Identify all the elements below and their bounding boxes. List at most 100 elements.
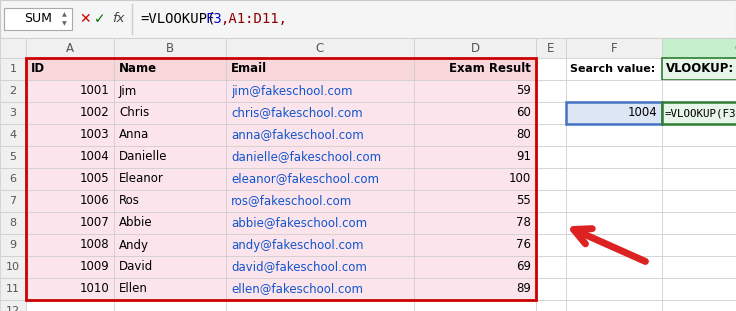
Text: 2: 2 (10, 86, 17, 96)
Bar (566, 124, 662, 146)
Bar (566, 146, 662, 168)
Bar (662, 168, 736, 190)
Bar (536, 124, 566, 146)
Text: A: A (66, 41, 74, 54)
Bar (414, 146, 536, 168)
Text: G: G (734, 41, 736, 54)
Text: Andy: Andy (119, 239, 149, 252)
Text: David: David (119, 261, 153, 273)
Bar (536, 58, 566, 80)
Bar (26, 168, 114, 190)
Text: 1002: 1002 (79, 106, 109, 119)
Bar (26, 278, 114, 300)
Text: Email: Email (231, 63, 267, 76)
Bar (662, 102, 736, 124)
Bar (26, 146, 114, 168)
Text: 5: 5 (10, 152, 16, 162)
Bar (566, 212, 662, 234)
Text: ,A1:D11,: ,A1:D11, (220, 12, 287, 26)
Text: E: E (548, 41, 555, 54)
Text: ▼: ▼ (62, 21, 66, 26)
Bar (226, 146, 414, 168)
Bar (566, 102, 662, 124)
Text: D: D (470, 41, 480, 54)
Text: jim@fakeschool.com: jim@fakeschool.com (231, 85, 353, 98)
Bar (26, 58, 536, 300)
Text: Search value:: Search value: (570, 64, 655, 74)
Bar (0, 256, 26, 278)
Bar (114, 190, 226, 212)
Text: F3: F3 (205, 12, 222, 26)
Bar (4, 8, 72, 30)
Bar (226, 234, 414, 256)
Bar (414, 38, 536, 58)
Text: 80: 80 (516, 128, 531, 142)
Bar (26, 256, 114, 278)
Bar (0, 234, 26, 256)
Bar (536, 300, 566, 311)
Bar (536, 256, 566, 278)
Bar (114, 168, 226, 190)
Bar (226, 58, 414, 80)
Bar (114, 38, 226, 58)
Bar (0, 0, 736, 38)
Text: =VLOOKUP(F3,A1:D11,: =VLOOKUP(F3,A1:D11, (665, 108, 736, 118)
Bar (414, 300, 536, 311)
Bar (226, 256, 414, 278)
Text: 12: 12 (6, 306, 20, 311)
Bar (566, 256, 662, 278)
Text: 78: 78 (516, 216, 531, 230)
Bar (662, 256, 736, 278)
Bar (0, 168, 26, 190)
Bar (566, 168, 662, 190)
Text: Eleanor: Eleanor (119, 173, 164, 185)
Text: 7: 7 (10, 196, 17, 206)
Bar (566, 278, 662, 300)
Bar (0, 146, 26, 168)
Bar (414, 278, 536, 300)
Bar (662, 80, 736, 102)
Bar (662, 234, 736, 256)
Bar (662, 300, 736, 311)
Text: Anna: Anna (119, 128, 149, 142)
Text: ✓: ✓ (94, 12, 106, 26)
Bar (536, 38, 566, 58)
Text: 9: 9 (10, 240, 17, 250)
Bar (114, 102, 226, 124)
Bar (414, 234, 536, 256)
Text: anna@fakeschool.com: anna@fakeschool.com (231, 128, 364, 142)
Text: danielle@fakeschool.com: danielle@fakeschool.com (231, 151, 381, 164)
Bar (536, 212, 566, 234)
Text: 3: 3 (10, 108, 16, 118)
Bar (26, 212, 114, 234)
Text: 4: 4 (10, 130, 17, 140)
Bar (662, 58, 736, 80)
Text: Danielle: Danielle (119, 151, 168, 164)
Text: david@fakeschool.com: david@fakeschool.com (231, 261, 367, 273)
Bar (0, 190, 26, 212)
Text: =VLOOKUP(: =VLOOKUP( (140, 12, 216, 26)
Text: 55: 55 (516, 194, 531, 207)
Text: SUM: SUM (24, 12, 52, 26)
Bar (414, 102, 536, 124)
Bar (536, 80, 566, 102)
Bar (0, 80, 26, 102)
Text: 1007: 1007 (79, 216, 109, 230)
Text: 100: 100 (509, 173, 531, 185)
Text: 1006: 1006 (79, 194, 109, 207)
Bar (0, 102, 26, 124)
Bar (536, 168, 566, 190)
Text: Jim: Jim (119, 85, 137, 98)
Bar (226, 124, 414, 146)
Bar (414, 168, 536, 190)
Text: 1003: 1003 (79, 128, 109, 142)
Bar (226, 80, 414, 102)
Bar (226, 190, 414, 212)
Bar (114, 212, 226, 234)
Bar (114, 146, 226, 168)
Text: ✕: ✕ (79, 12, 91, 26)
Bar (226, 212, 414, 234)
Bar (662, 124, 736, 146)
Bar (226, 38, 414, 58)
Bar (414, 58, 536, 80)
